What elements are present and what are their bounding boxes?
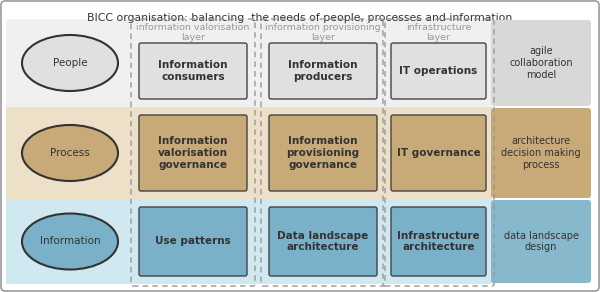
Text: agile
collaboration
model: agile collaboration model: [509, 46, 573, 80]
FancyBboxPatch shape: [269, 43, 377, 99]
Bar: [6, 107, 492, 199]
Bar: [6, 199, 492, 284]
Text: IT operations: IT operations: [400, 66, 478, 76]
FancyBboxPatch shape: [269, 207, 377, 276]
Bar: [6, 19, 492, 107]
Text: BICC organisation: balancing  the needs of people, processes and information: BICC organisation: balancing the needs o…: [88, 13, 512, 23]
Ellipse shape: [22, 213, 118, 270]
Text: architecture
decision making
process: architecture decision making process: [501, 136, 581, 170]
Ellipse shape: [22, 35, 118, 91]
Text: People: People: [53, 58, 88, 68]
Text: Infrastructure
architecture: Infrastructure architecture: [397, 231, 480, 252]
Text: information provisioning
layer: information provisioning layer: [265, 23, 381, 42]
Text: data landscape
design: data landscape design: [503, 231, 578, 252]
FancyBboxPatch shape: [139, 207, 247, 276]
Text: information valorisation
layer: information valorisation layer: [136, 23, 250, 42]
Text: Information
valorisation
governance: Information valorisation governance: [158, 136, 228, 170]
Text: infrastructure
layer: infrastructure layer: [406, 23, 471, 42]
FancyBboxPatch shape: [491, 108, 591, 198]
Text: Process: Process: [50, 148, 90, 158]
Text: Data landscape
architecture: Data landscape architecture: [277, 231, 368, 252]
FancyBboxPatch shape: [491, 20, 591, 106]
FancyBboxPatch shape: [491, 200, 591, 283]
FancyBboxPatch shape: [139, 115, 247, 191]
Text: Information
producers: Information producers: [288, 60, 358, 82]
FancyBboxPatch shape: [139, 43, 247, 99]
FancyBboxPatch shape: [391, 115, 486, 191]
Ellipse shape: [22, 125, 118, 181]
Text: Use patterns: Use patterns: [155, 237, 231, 246]
Text: Information: Information: [40, 237, 100, 246]
FancyBboxPatch shape: [391, 207, 486, 276]
Text: Information
consumers: Information consumers: [158, 60, 228, 82]
FancyBboxPatch shape: [391, 43, 486, 99]
FancyBboxPatch shape: [269, 115, 377, 191]
Text: Information
provisioning
governance: Information provisioning governance: [286, 136, 359, 170]
Text: IT governance: IT governance: [397, 148, 481, 158]
